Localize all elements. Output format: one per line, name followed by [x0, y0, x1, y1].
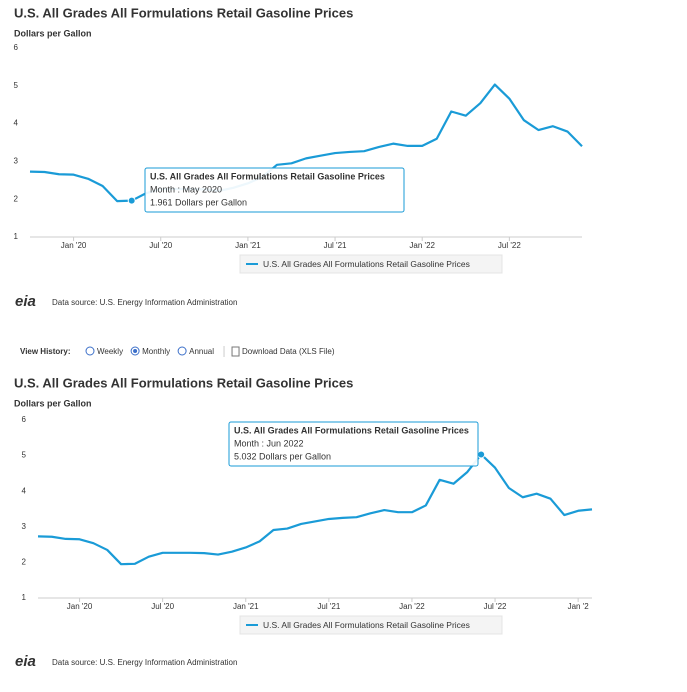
- tooltip-value: 1.961 Dollars per Gallon: [150, 197, 247, 207]
- y-tick-label: 2: [14, 194, 19, 203]
- chart-title: U.S. All Grades All Formulations Retail …: [14, 5, 353, 20]
- x-tick-label: Jul '21: [317, 602, 340, 611]
- y-tick-label: 1: [14, 232, 19, 241]
- data-source: Data source: U.S. Energy Information Adm…: [52, 658, 237, 667]
- series-line: [37, 453, 593, 566]
- radio-label[interactable]: Annual: [189, 347, 214, 356]
- y-axis-label: Dollars per Gallon: [14, 28, 92, 38]
- radio[interactable]: [177, 346, 187, 356]
- eia-logo: eia: [15, 293, 36, 310]
- legend-label[interactable]: U.S. All Grades All Formulations Retail …: [263, 259, 470, 269]
- y-tick-label: 3: [14, 157, 19, 166]
- download-link[interactable]: Download Data (XLS File): [242, 347, 335, 356]
- tooltip-title: U.S. All Grades All Formulations Retail …: [150, 171, 385, 181]
- tooltip-box: [144, 167, 405, 213]
- eia-logo: eia: [15, 653, 36, 670]
- legend-box: [239, 615, 503, 635]
- y-tick-label: 6: [14, 43, 19, 52]
- x-tick-label: Jan '20: [61, 241, 87, 250]
- y-tick-label: 4: [14, 119, 19, 128]
- x-tick-label: Jan '2: [568, 602, 590, 611]
- x-tick-label: Jul '20: [151, 602, 174, 611]
- legend-label[interactable]: U.S. All Grades All Formulations Retail …: [263, 620, 470, 630]
- download-icon: [231, 346, 240, 357]
- radio-label[interactable]: Weekly: [97, 347, 123, 356]
- x-tick-label: Jul '22: [484, 602, 507, 611]
- radio-dot: [133, 349, 138, 353]
- tooltip-month: Month : Jun 2022: [234, 438, 304, 448]
- radio-label[interactable]: Monthly: [142, 347, 170, 356]
- x-tick-label: Jan '21: [235, 241, 261, 250]
- x-tick-label: Jul '20: [149, 241, 172, 250]
- y-tick-label: 5: [14, 81, 19, 90]
- y-tick-label: 1: [22, 593, 27, 602]
- chart-title: U.S. All Grades All Formulations Retail …: [14, 375, 353, 390]
- x-tick-label: Jan '22: [399, 602, 425, 611]
- tooltip-box: [228, 421, 479, 467]
- x-tick-label: Jan '20: [67, 602, 93, 611]
- radio[interactable]: [85, 346, 95, 356]
- x-tick-label: Jul '21: [324, 241, 347, 250]
- tooltip-month: Month : May 2020: [150, 184, 222, 194]
- x-tick-label: Jan '21: [233, 602, 259, 611]
- y-tick-label: 6: [22, 415, 27, 424]
- legend-box: [239, 254, 503, 274]
- y-tick-label: 4: [22, 486, 27, 495]
- hover-point: [127, 196, 136, 205]
- y-tick-label: 5: [22, 451, 27, 460]
- y-tick-label: 3: [22, 522, 27, 531]
- data-source: Data source: U.S. Energy Information Adm…: [52, 298, 237, 307]
- tooltip-title: U.S. All Grades All Formulations Retail …: [234, 425, 469, 435]
- hover-point: [477, 450, 486, 459]
- x-tick-label: Jul '22: [498, 241, 521, 250]
- x-tick-label: Jan '22: [409, 241, 435, 250]
- y-tick-label: 2: [22, 558, 27, 567]
- tooltip-value: 5.032 Dollars per Gallon: [234, 451, 331, 461]
- series-line: [29, 83, 583, 203]
- y-axis-label: Dollars per Gallon: [14, 398, 92, 408]
- view-history-label: View History:: [20, 347, 71, 356]
